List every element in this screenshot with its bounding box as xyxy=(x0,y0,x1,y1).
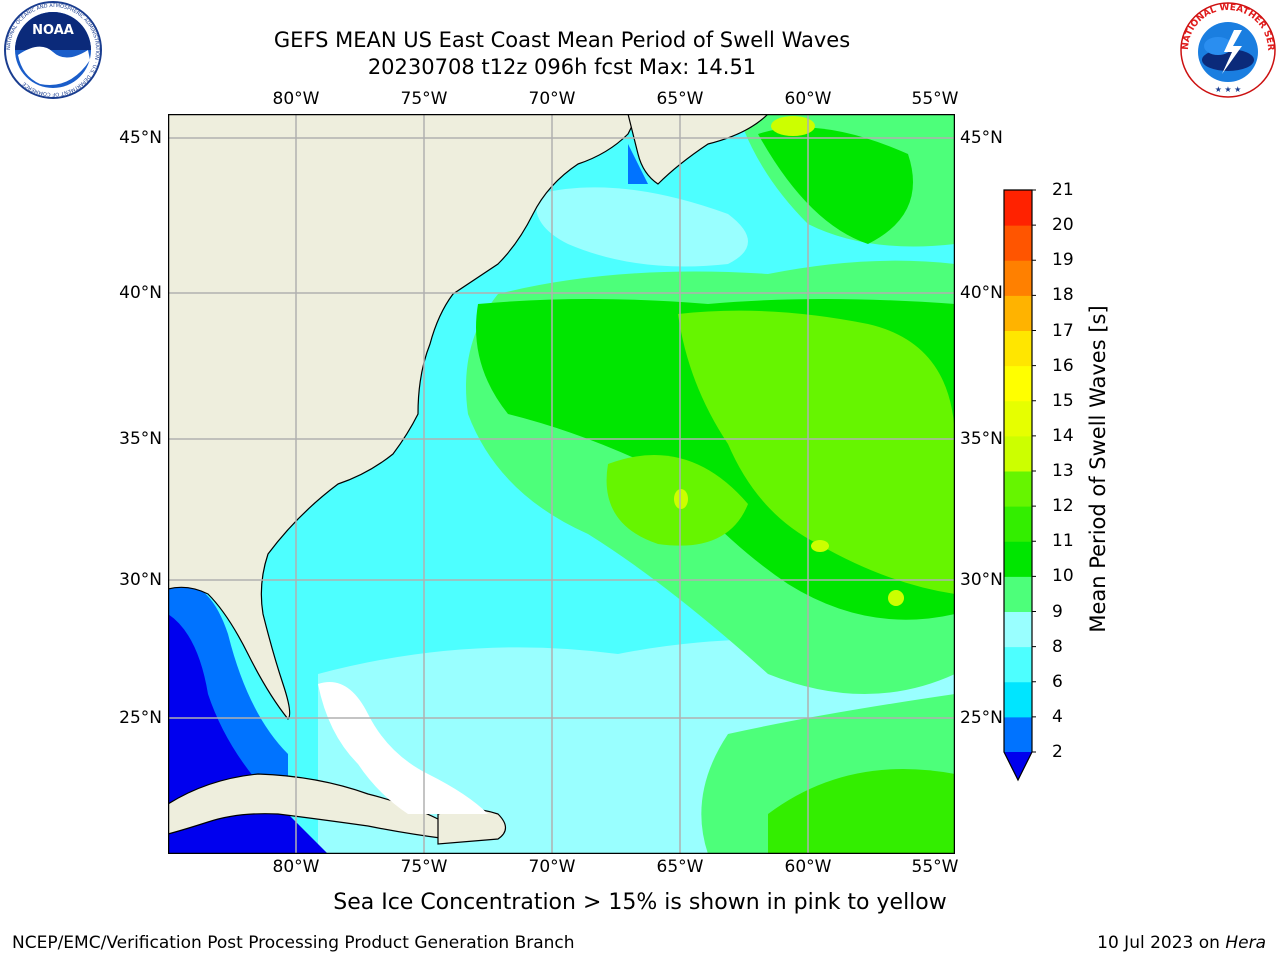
lon-label-top-2: 70°W xyxy=(528,89,576,109)
colorbar-outline xyxy=(1003,189,1033,782)
lon-label-bottom-4: 60°W xyxy=(784,857,832,877)
lon-label-bottom-5: 55°W xyxy=(911,857,959,877)
lat-label-right-4: 25°N xyxy=(960,708,1003,728)
lon-label-top-5: 55°W xyxy=(911,89,959,109)
footer-right: 10 Jul 2023 on Hera xyxy=(1097,933,1266,953)
period-band-8-9-gulfofmaine xyxy=(536,187,748,267)
lon-label-top-3: 65°W xyxy=(656,89,704,109)
colorbar-segment-8 xyxy=(1004,435,1032,472)
lon-label-bottom-0: 80°W xyxy=(272,857,320,877)
colorbar-tick-label-13: 18 xyxy=(1052,285,1074,306)
colorbar-segment-6 xyxy=(1004,506,1032,542)
colorbar-tick-label-11: 16 xyxy=(1052,355,1074,376)
map-frame xyxy=(168,114,955,854)
lat-label-right-3: 30°N xyxy=(960,570,1003,590)
lat-label-right-0: 45°N xyxy=(960,128,1003,148)
colorbar-segment-4 xyxy=(1004,576,1032,612)
noaa-logo: NOAA NATIONAL OCEANIC AND ATMOSPHERIC AD… xyxy=(4,1,102,99)
colorbar-tick-label-12: 17 xyxy=(1052,320,1074,341)
lat-label-left-2: 35°N xyxy=(119,429,162,449)
colorbar-tick-label-16: 21 xyxy=(1052,180,1074,200)
nws-logo: NATIONAL WEATHER SERVICE ★ ★ ★ xyxy=(1176,0,1276,98)
lon-label-bottom-2: 70°W xyxy=(528,857,576,877)
colorbar-segment-3 xyxy=(1004,611,1032,648)
period-spot-12-13-b xyxy=(811,540,829,552)
colorbar-tick-label-9: 14 xyxy=(1052,425,1074,446)
map-subtitle: 20230708 t12z 096h fcst Max: 14.51 xyxy=(367,55,757,79)
no-data-bahamas xyxy=(318,682,488,814)
period-spot-12-13-a xyxy=(674,489,688,509)
land-us-east-coast xyxy=(168,114,639,720)
period-band-10-11-south xyxy=(768,769,955,854)
land-hispaniola xyxy=(437,808,507,845)
colorbar-segment-5 xyxy=(1004,541,1032,577)
colorbar-tick-label-7: 12 xyxy=(1052,496,1074,517)
lon-label-bottom-3: 65°W xyxy=(656,857,704,877)
footer-host: Hera xyxy=(1225,933,1266,953)
colorbar-tick-label-4: 9 xyxy=(1052,601,1063,622)
noaa-logo-text: NOAA xyxy=(32,23,74,38)
colorbar-tick-label-3: 8 xyxy=(1052,636,1063,657)
footer-left: NCEP/EMC/Verification Post Processing Pr… xyxy=(12,933,575,953)
period-band-2-4-bayoffundy xyxy=(628,144,648,184)
lat-label-right-1: 40°N xyxy=(960,283,1003,303)
colorbar-tick-label-5: 10 xyxy=(1052,566,1074,587)
sea-ice-note: Sea Ice Concentration > 15% is shown in … xyxy=(0,890,1280,915)
colorbar-tick-label-1: 4 xyxy=(1052,706,1063,727)
lat-label-left-1: 40°N xyxy=(119,283,162,303)
period-spot-12-13-d xyxy=(771,116,815,136)
colorbar-segment-15 xyxy=(1004,190,1032,226)
colorbar-segment-14 xyxy=(1004,225,1032,261)
lat-label-left-4: 25°N xyxy=(119,708,162,728)
footer-date: 10 Jul 2023 on xyxy=(1097,933,1226,953)
colorbar-tick-label-15: 20 xyxy=(1052,215,1074,236)
colorbar-segment-10 xyxy=(1004,365,1032,402)
colorbar-segment-9 xyxy=(1004,400,1032,437)
lon-label-top-0: 80°W xyxy=(272,89,320,109)
colorbar-segment-11 xyxy=(1004,330,1032,367)
lon-label-top-1: 75°W xyxy=(400,89,448,109)
colorbar-label: Mean Period of Swell Waves [s] xyxy=(1086,305,1110,633)
sea-ice-note-text: Sea Ice Concentration > 15% is shown in … xyxy=(333,890,947,915)
svg-text:★ ★ ★: ★ ★ ★ xyxy=(1215,85,1242,94)
colorbar-segment-0 xyxy=(1004,716,1032,753)
land-maritimes xyxy=(627,114,769,185)
colorbar-under-extension xyxy=(1004,752,1032,780)
colorbar-segment-2 xyxy=(1004,646,1032,683)
colorbar-tick-label-10: 15 xyxy=(1052,390,1074,411)
lon-label-bottom-1: 75°W xyxy=(400,857,448,877)
map-title: GEFS MEAN US East Coast Mean Period of S… xyxy=(273,28,851,52)
lat-label-left-3: 30°N xyxy=(119,570,162,590)
period-band-10-11-northeast xyxy=(758,127,913,244)
lat-label-left-0: 45°N xyxy=(119,128,162,148)
graticule xyxy=(168,114,955,854)
colorbar-segment-7 xyxy=(1004,471,1032,507)
lat-label-right-2: 35°N xyxy=(960,429,1003,449)
colorbar-segment-13 xyxy=(1004,260,1032,296)
colorbar-tick-label-0: 2 xyxy=(1052,742,1063,762)
lon-label-top-4: 60°W xyxy=(784,89,832,109)
colorbar-tick-label-2: 6 xyxy=(1052,671,1063,692)
period-band-11-12 xyxy=(678,310,955,594)
swell-period-map xyxy=(168,114,955,854)
colorbar-segment-12 xyxy=(1004,295,1032,331)
colorbar-segment-1 xyxy=(1004,681,1032,718)
colorbar-tick-label-14: 19 xyxy=(1052,250,1074,271)
period-spot-12-13-c xyxy=(888,590,904,606)
colorbar xyxy=(1003,189,1036,782)
colorbar-tick-label-8: 13 xyxy=(1052,461,1074,481)
colorbar-tick-label-6: 11 xyxy=(1052,531,1074,552)
